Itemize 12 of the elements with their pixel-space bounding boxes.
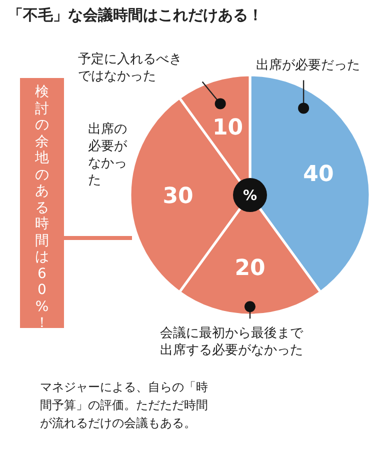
text: マネジャーによる、自らの「時間予算」の評価。ただただ時間が流れるだけの会議もある。 xyxy=(40,379,209,432)
text: % xyxy=(242,188,258,204)
chart-title: 「不毛」な会議時間はこれだけある！ xyxy=(8,6,263,26)
data-label: 10 xyxy=(212,116,244,141)
slice-label: 出席の必要がなかった xyxy=(88,122,128,190)
data-label: 30 xyxy=(162,184,194,209)
slice-label: 会議に最初から最後まで出席する必要がなかった xyxy=(160,326,304,360)
text: 検討の余地のある時間は60%！ xyxy=(35,84,49,331)
slice-label: 予定に入れるべきではなかった xyxy=(78,52,183,86)
slice-label: 出席が必要だった xyxy=(256,58,361,75)
data-label: 20 xyxy=(234,256,266,281)
data-label: 40 xyxy=(303,162,334,187)
